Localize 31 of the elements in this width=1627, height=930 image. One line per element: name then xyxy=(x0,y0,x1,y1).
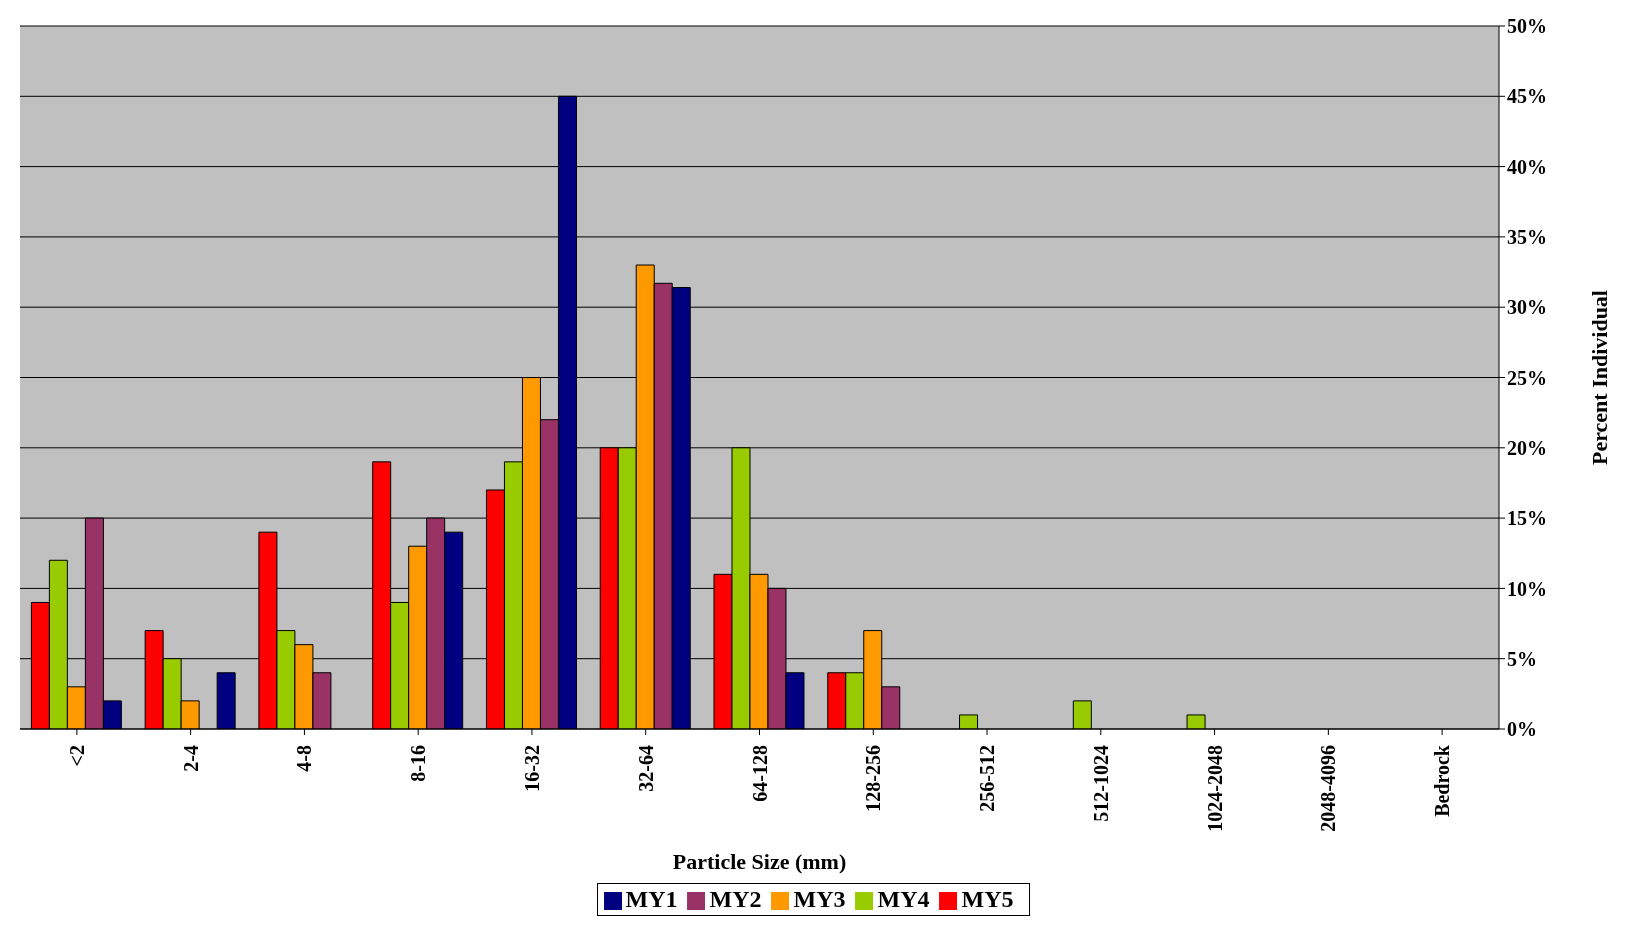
x-tick-label: <2 xyxy=(65,745,88,767)
y-tick-label: 15% xyxy=(1507,507,1547,530)
y-tick-label: 0% xyxy=(1507,718,1537,741)
x-tick-label: 512-1024 xyxy=(1089,745,1112,822)
x-tick-label: 1024-2048 xyxy=(1203,745,1226,832)
x-tick-label: 32-64 xyxy=(634,745,657,792)
y-tick-label: 50% xyxy=(1507,15,1547,38)
y-tick-label: 10% xyxy=(1507,577,1547,600)
x-axis-title: Particle Size (mm) xyxy=(672,849,847,874)
x-tick-label: 2-4 xyxy=(179,745,202,772)
x-tick-label: 2048-4096 xyxy=(1317,745,1340,832)
x-tick-label: 16-32 xyxy=(520,745,543,792)
x-tick-label: 8-16 xyxy=(407,745,430,782)
y-axis-title: Percent Individual xyxy=(1586,289,1612,466)
legend-label: MY3 xyxy=(793,886,846,912)
legend-label: MY5 xyxy=(961,886,1014,912)
legend-label: MY2 xyxy=(709,886,762,912)
x-tick-label: 256-512 xyxy=(976,745,999,812)
x-tick-label: 64-128 xyxy=(748,745,771,802)
y-tick-label: 40% xyxy=(1507,155,1547,178)
y-tick-label: 45% xyxy=(1507,85,1547,108)
legend-label: MY4 xyxy=(877,886,930,912)
y-tick-label: 30% xyxy=(1507,296,1547,319)
x-tick-label: 4-8 xyxy=(293,745,316,772)
x-tick-label: 128-256 xyxy=(862,745,885,812)
y-tick-label: 20% xyxy=(1507,436,1547,459)
x-tick-label: Bedrock xyxy=(1431,744,1454,817)
y-tick-label: 25% xyxy=(1507,366,1547,389)
legend-label: MY1 xyxy=(625,886,678,912)
y-tick-label: 5% xyxy=(1507,647,1537,670)
y-tick-label: 35% xyxy=(1507,226,1547,248)
